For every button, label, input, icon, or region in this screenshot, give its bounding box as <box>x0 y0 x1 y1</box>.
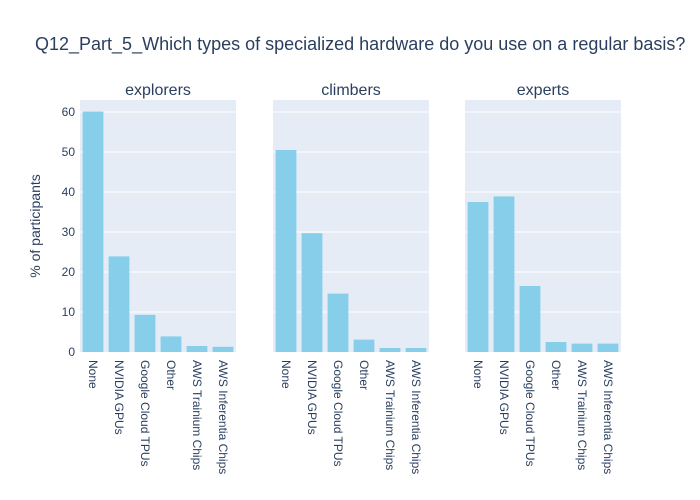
x-tick-label: None <box>86 360 100 389</box>
x-tick-label: AWS Inferentia Chips <box>601 360 615 474</box>
bar-experts-3 <box>545 342 567 352</box>
panel-title: experts <box>517 82 569 99</box>
x-tick-label: Google Cloud TPUs <box>331 360 345 467</box>
x-tick-label: Google Cloud TPUs <box>138 360 152 467</box>
bar-climbers-0 <box>275 150 297 352</box>
bar-climbers-4 <box>379 348 401 352</box>
bar-explorers-2 <box>134 314 156 352</box>
x-tick-label: None <box>279 360 293 389</box>
panel-explorers: explorers 0 10 20 30 40 50 60 None NVIDIA GPUs Goo… <box>62 82 236 474</box>
bar-experts-0 <box>467 202 489 352</box>
bar-explorers-5 <box>212 346 234 352</box>
bar-climbers-2 <box>327 293 349 352</box>
panel-title: explorers <box>125 82 191 99</box>
x-tick-label: AWS Trainium Chips <box>190 360 204 470</box>
x-tick-label: Google Cloud TPUs <box>523 360 537 467</box>
plot-background <box>465 100 621 352</box>
x-tick-label: NVIDIA GPUs <box>497 360 511 435</box>
bar-experts-5 <box>597 343 619 352</box>
bar-explorers-1 <box>108 256 130 352</box>
x-tick-label: AWS Inferentia Chips <box>409 360 423 474</box>
y-tick-label: 40 <box>62 185 76 199</box>
y-tick-label: 30 <box>62 225 76 239</box>
y-tick-label: 60 <box>62 105 76 119</box>
bar-climbers-3 <box>353 339 375 352</box>
panel-experts: experts None NVIDIA GPUs Google Cloud TPUs O… <box>465 82 621 474</box>
bar-climbers-1 <box>301 233 323 352</box>
bar-experts-4 <box>571 343 593 352</box>
y-tick-label: 10 <box>62 305 76 319</box>
panel-title: climbers <box>321 82 381 99</box>
x-tick-label: AWS Inferentia Chips <box>216 360 230 474</box>
x-tick-label: Other <box>164 360 178 390</box>
y-tick-label: 0 <box>68 345 75 359</box>
bar-explorers-4 <box>186 346 208 352</box>
bar-experts-2 <box>519 286 541 352</box>
panel-climbers: climbers None NVIDIA GPUs Google Cloud TPUs… <box>273 82 429 474</box>
plot-background <box>273 100 429 352</box>
x-tick-label: Other <box>549 360 563 390</box>
bar-experts-1 <box>493 196 515 352</box>
y-tick-label: 50 <box>62 145 76 159</box>
x-tick-label: None <box>471 360 485 389</box>
x-tick-label: NVIDIA GPUs <box>305 360 319 435</box>
bar-climbers-5 <box>405 348 427 352</box>
x-tick-label: AWS Trainium Chips <box>383 360 397 470</box>
y-tick-label: 20 <box>62 265 76 279</box>
y-axis-label: % of participants <box>27 174 43 278</box>
plot-background <box>80 100 236 352</box>
bar-explorers-0 <box>82 111 104 352</box>
bar-explorers-3 <box>160 336 182 352</box>
x-tick-label: NVIDIA GPUs <box>112 360 126 435</box>
chart-title: Q12_Part_5_Which types of specialized ha… <box>35 34 685 55</box>
x-tick-label: AWS Trainium Chips <box>575 360 589 470</box>
x-tick-label: Other <box>357 360 371 390</box>
